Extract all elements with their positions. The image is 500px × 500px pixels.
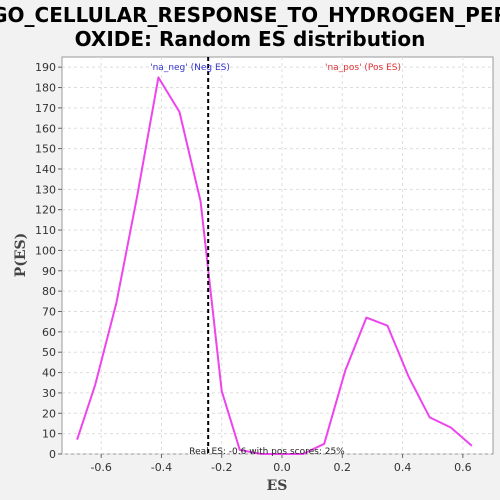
y-tick-label: 90 <box>42 265 56 278</box>
y-tick-label: 170 <box>35 102 56 115</box>
x-axis-ticks: -0.6 -0.4 -0.2 0.0 0.2 0.4 0.6 <box>90 454 472 474</box>
y-tick-label: 140 <box>35 163 56 176</box>
y-tick-label: 30 <box>42 387 56 400</box>
y-tick-label: 150 <box>35 143 56 156</box>
y-tick-label: 100 <box>35 244 56 257</box>
grid <box>62 57 493 455</box>
y-tick-label: 40 <box>42 367 56 380</box>
plot-area <box>61 56 494 455</box>
series-layer <box>76 76 473 455</box>
y-tick-label: 160 <box>35 122 56 135</box>
x-tick-label: 0.4 <box>394 461 412 474</box>
y-tick-label: 130 <box>35 183 56 196</box>
y-axis-ticks: 0 10 20 30 40 50 60 70 80 90 100 110 120 130 140 150 160… <box>35 61 62 461</box>
y-tick-label: 10 <box>42 428 56 441</box>
x-tick-label: 0.6 <box>454 461 472 474</box>
x-tick-label: -0.2 <box>211 461 232 474</box>
x-tick-label: -0.6 <box>90 461 111 474</box>
y-tick-label: 20 <box>42 407 56 420</box>
x-axis-label: ES <box>267 478 288 494</box>
chart-title-line-2: OXIDE: Random ES distribution <box>75 27 426 51</box>
y-tick-label: 180 <box>35 82 56 95</box>
y-tick-label: 80 <box>42 285 56 298</box>
x-tick-label: 0.2 <box>334 461 352 474</box>
y-axis-label: P(ES) <box>13 233 29 278</box>
y-tick-label: 60 <box>42 326 56 339</box>
x-tick-label: 0.0 <box>273 461 291 474</box>
annotation-pos-es: 'na_pos' (Pos ES) <box>325 63 401 73</box>
x-tick-label: -0.4 <box>151 461 172 474</box>
series-line <box>76 76 473 455</box>
y-tick-label: 0 <box>49 448 56 461</box>
annotation-neg-es: 'na_neg' (Neg ES) <box>150 63 230 73</box>
chart-title-line-1: GO_CELLULAR_RESPONSE_TO_HYDROGEN_PER <box>0 3 500 27</box>
y-tick-label: 70 <box>42 305 56 318</box>
y-tick-label: 190 <box>35 61 56 74</box>
y-tick-label: 120 <box>35 204 56 217</box>
y-tick-label: 110 <box>35 224 56 237</box>
y-tick-label: 50 <box>42 346 56 359</box>
annotation-real-es: Real ES: -0.6 with pos scores: 25% <box>189 447 345 457</box>
